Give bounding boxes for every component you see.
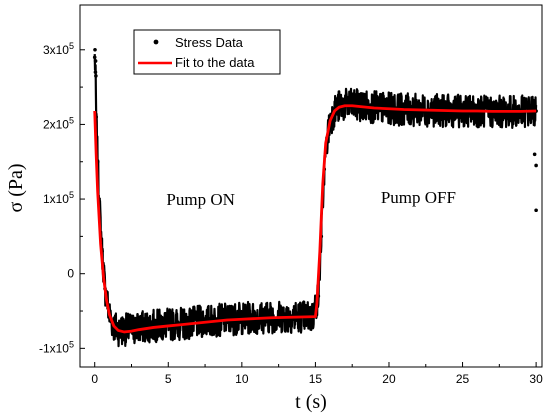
- x-axis-label: t (s): [295, 391, 327, 413]
- plot-frame: [79, 4, 543, 368]
- y-tick-label: 2x105: [43, 115, 74, 131]
- x-axis: 0 5 10 15 20 25 30: [91, 362, 543, 386]
- x-tick-label: 20: [382, 372, 396, 386]
- legend-marker-stress-data: [153, 39, 159, 45]
- x-tick-label: 10: [235, 372, 249, 386]
- y-axis: -1x105 0 1x105 2x105 3x105: [39, 41, 85, 355]
- annotation-label: Pump OFF: [381, 188, 456, 207]
- annotation-label: Pump ON: [166, 190, 234, 209]
- y-axis-label: σ (Pa): [5, 163, 27, 212]
- stress-data-point: [534, 208, 538, 213]
- legend-label-fit: Fit to the data: [175, 55, 255, 70]
- legend-label-stress-data: Stress Data: [175, 35, 244, 50]
- y-tick-label: 3x105: [43, 41, 74, 57]
- x-tick-label: 30: [529, 372, 543, 386]
- y-tick-label: -1x105: [39, 339, 74, 355]
- stress-data-point: [532, 152, 537, 157]
- legend: Stress Data Fit to the data: [133, 29, 281, 75]
- y-tick-label: 1x105: [43, 190, 74, 206]
- fit-line: [93, 104, 537, 334]
- stress-data-point: [92, 55, 97, 60]
- x-tick-label: 25: [456, 372, 470, 386]
- stress-data-point: [93, 70, 98, 74]
- x-tick-label: 15: [309, 372, 323, 386]
- stress-data-point: [93, 59, 98, 63]
- x-tick-label: 5: [165, 372, 172, 386]
- stress-data-point: [93, 47, 97, 52]
- stress-data-point: [94, 74, 98, 78]
- stress-data-point: [534, 163, 538, 168]
- legend-box: [133, 29, 281, 75]
- x-tick-label: 0: [91, 372, 98, 386]
- y-tick-label: 0: [67, 267, 74, 281]
- annotations: Pump ON Pump OFF: [166, 188, 456, 209]
- fit-layer: [93, 104, 537, 334]
